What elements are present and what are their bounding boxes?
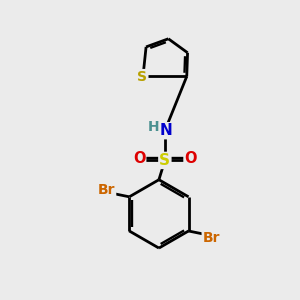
Text: S: S [137,70,147,84]
Text: S: S [159,153,170,168]
Text: Br: Br [203,231,220,245]
Text: N: N [160,123,173,138]
Text: Br: Br [98,183,115,197]
Text: O: O [184,151,197,166]
Text: H: H [148,120,159,134]
Text: O: O [133,151,145,166]
